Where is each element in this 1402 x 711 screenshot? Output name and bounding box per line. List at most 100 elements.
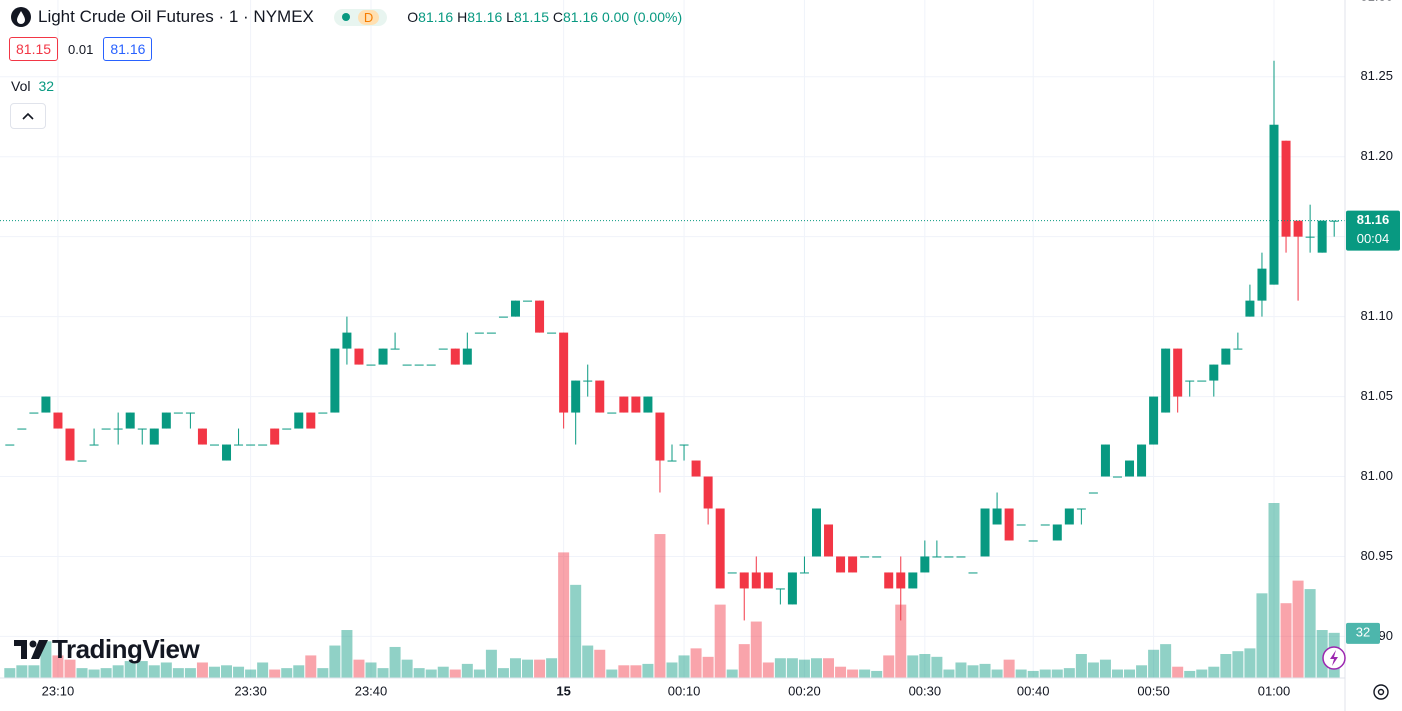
bid-ask: 81.15 0.01 81.16 (9, 37, 153, 61)
candle-body (1293, 220, 1303, 237)
candle-body (787, 572, 797, 605)
volume-bar (28, 665, 40, 678)
ask[interactable]: 81.16 (103, 37, 153, 61)
candle-body (390, 348, 400, 350)
volume-bar (546, 658, 558, 678)
volume-bar (413, 668, 425, 678)
volume-bar (281, 668, 293, 678)
volume-bar (148, 665, 160, 678)
y-tick-label: 80.95 (1360, 548, 1393, 563)
candle-body (1076, 508, 1086, 510)
volume-bar (293, 665, 305, 678)
candle-body (643, 396, 653, 413)
volume-bar (1111, 669, 1123, 678)
y-tick-label: 81.10 (1360, 308, 1393, 323)
candle-body (1161, 348, 1171, 413)
volume-bar (1087, 662, 1099, 678)
volume-bar (798, 659, 810, 678)
lightning-icon[interactable] (1322, 646, 1346, 670)
candle-body (234, 444, 244, 446)
bid[interactable]: 81.15 (9, 37, 59, 61)
candle-body (583, 380, 593, 382)
candle-body (811, 508, 821, 557)
candle-body (1125, 460, 1135, 477)
volume-bar (1039, 669, 1051, 678)
gear-ring (1373, 684, 1389, 700)
volume-bar (1244, 648, 1256, 678)
candle-body (438, 348, 448, 350)
candle-body (354, 348, 364, 365)
candle-body (703, 476, 713, 509)
change: 0.00 (0.00%) (601, 9, 683, 25)
y-tick-label: 81.20 (1360, 148, 1393, 163)
volume-bar (943, 669, 955, 678)
candle-body (1149, 396, 1159, 445)
volume-bar (100, 668, 112, 678)
candle-body (1052, 524, 1062, 541)
candle-body (1317, 220, 1327, 253)
ohlc-value: 81.16 (418, 9, 454, 25)
volume-bar (1268, 503, 1280, 678)
candle-body (956, 556, 966, 558)
candle-body (655, 412, 665, 461)
candle-body (799, 572, 809, 574)
volume-bar (594, 649, 606, 678)
price-axis-bg (1345, 0, 1402, 711)
candle-body (209, 444, 219, 446)
volume-bar (16, 665, 28, 678)
candle-body (474, 332, 484, 334)
symbol-title[interactable]: Light Crude Oil Futures · 1 · NYMEX (38, 7, 314, 26)
candle-body (197, 428, 207, 445)
volume-bar (907, 655, 919, 678)
volume-bar (1184, 670, 1196, 678)
candle-body (1004, 508, 1014, 541)
candle-body (53, 412, 63, 429)
candle-body (619, 396, 629, 413)
volume-bar (690, 648, 702, 678)
volume-bar (136, 661, 148, 678)
chevron-icon (22, 112, 34, 120)
x-tick-label: 23:10 (42, 683, 75, 698)
candle-body (595, 380, 605, 413)
volume-bar (1220, 654, 1232, 678)
volume-bar (1003, 659, 1015, 678)
volume-bar (919, 654, 931, 678)
volume-legend: Vol 32 (11, 78, 54, 94)
candle-body (992, 508, 1002, 525)
candle-body (65, 428, 75, 461)
volume-bar (305, 655, 317, 678)
candle-body (330, 348, 340, 413)
candle-body (727, 572, 737, 574)
volume-bar (738, 644, 750, 678)
volume-bar (883, 655, 895, 678)
candle-body (1305, 236, 1315, 238)
volume-bar (823, 658, 835, 678)
volume-bar (257, 662, 269, 678)
price-tag-value: 81.16 (1357, 212, 1390, 227)
collapse-button[interactable] (10, 103, 46, 129)
candle-body (258, 444, 268, 446)
volume-bar (473, 669, 485, 678)
ohlc-label: L (506, 9, 514, 25)
candle-body (1064, 508, 1074, 525)
candle-body (884, 572, 894, 589)
candle-body (462, 348, 472, 365)
volume-bar (1172, 666, 1184, 678)
volume-bar (1015, 669, 1027, 678)
volume-bar (172, 668, 184, 678)
volume-bar (4, 668, 16, 678)
candle-body (149, 428, 159, 445)
symbol-icon (11, 7, 31, 27)
volume-bar (1232, 651, 1244, 678)
candle-body (908, 572, 918, 589)
ohlc-label: C (552, 9, 564, 25)
settings-icon[interactable] (1373, 684, 1389, 700)
spread: 0.01 (68, 41, 94, 57)
market-status[interactable]: D (333, 8, 388, 26)
candle-body (366, 364, 376, 366)
volume-bar (618, 665, 630, 678)
candle-body (1257, 268, 1267, 301)
branding[interactable]: TradingView (12, 634, 200, 665)
candle-body (318, 412, 328, 414)
volume-bar (606, 669, 618, 678)
